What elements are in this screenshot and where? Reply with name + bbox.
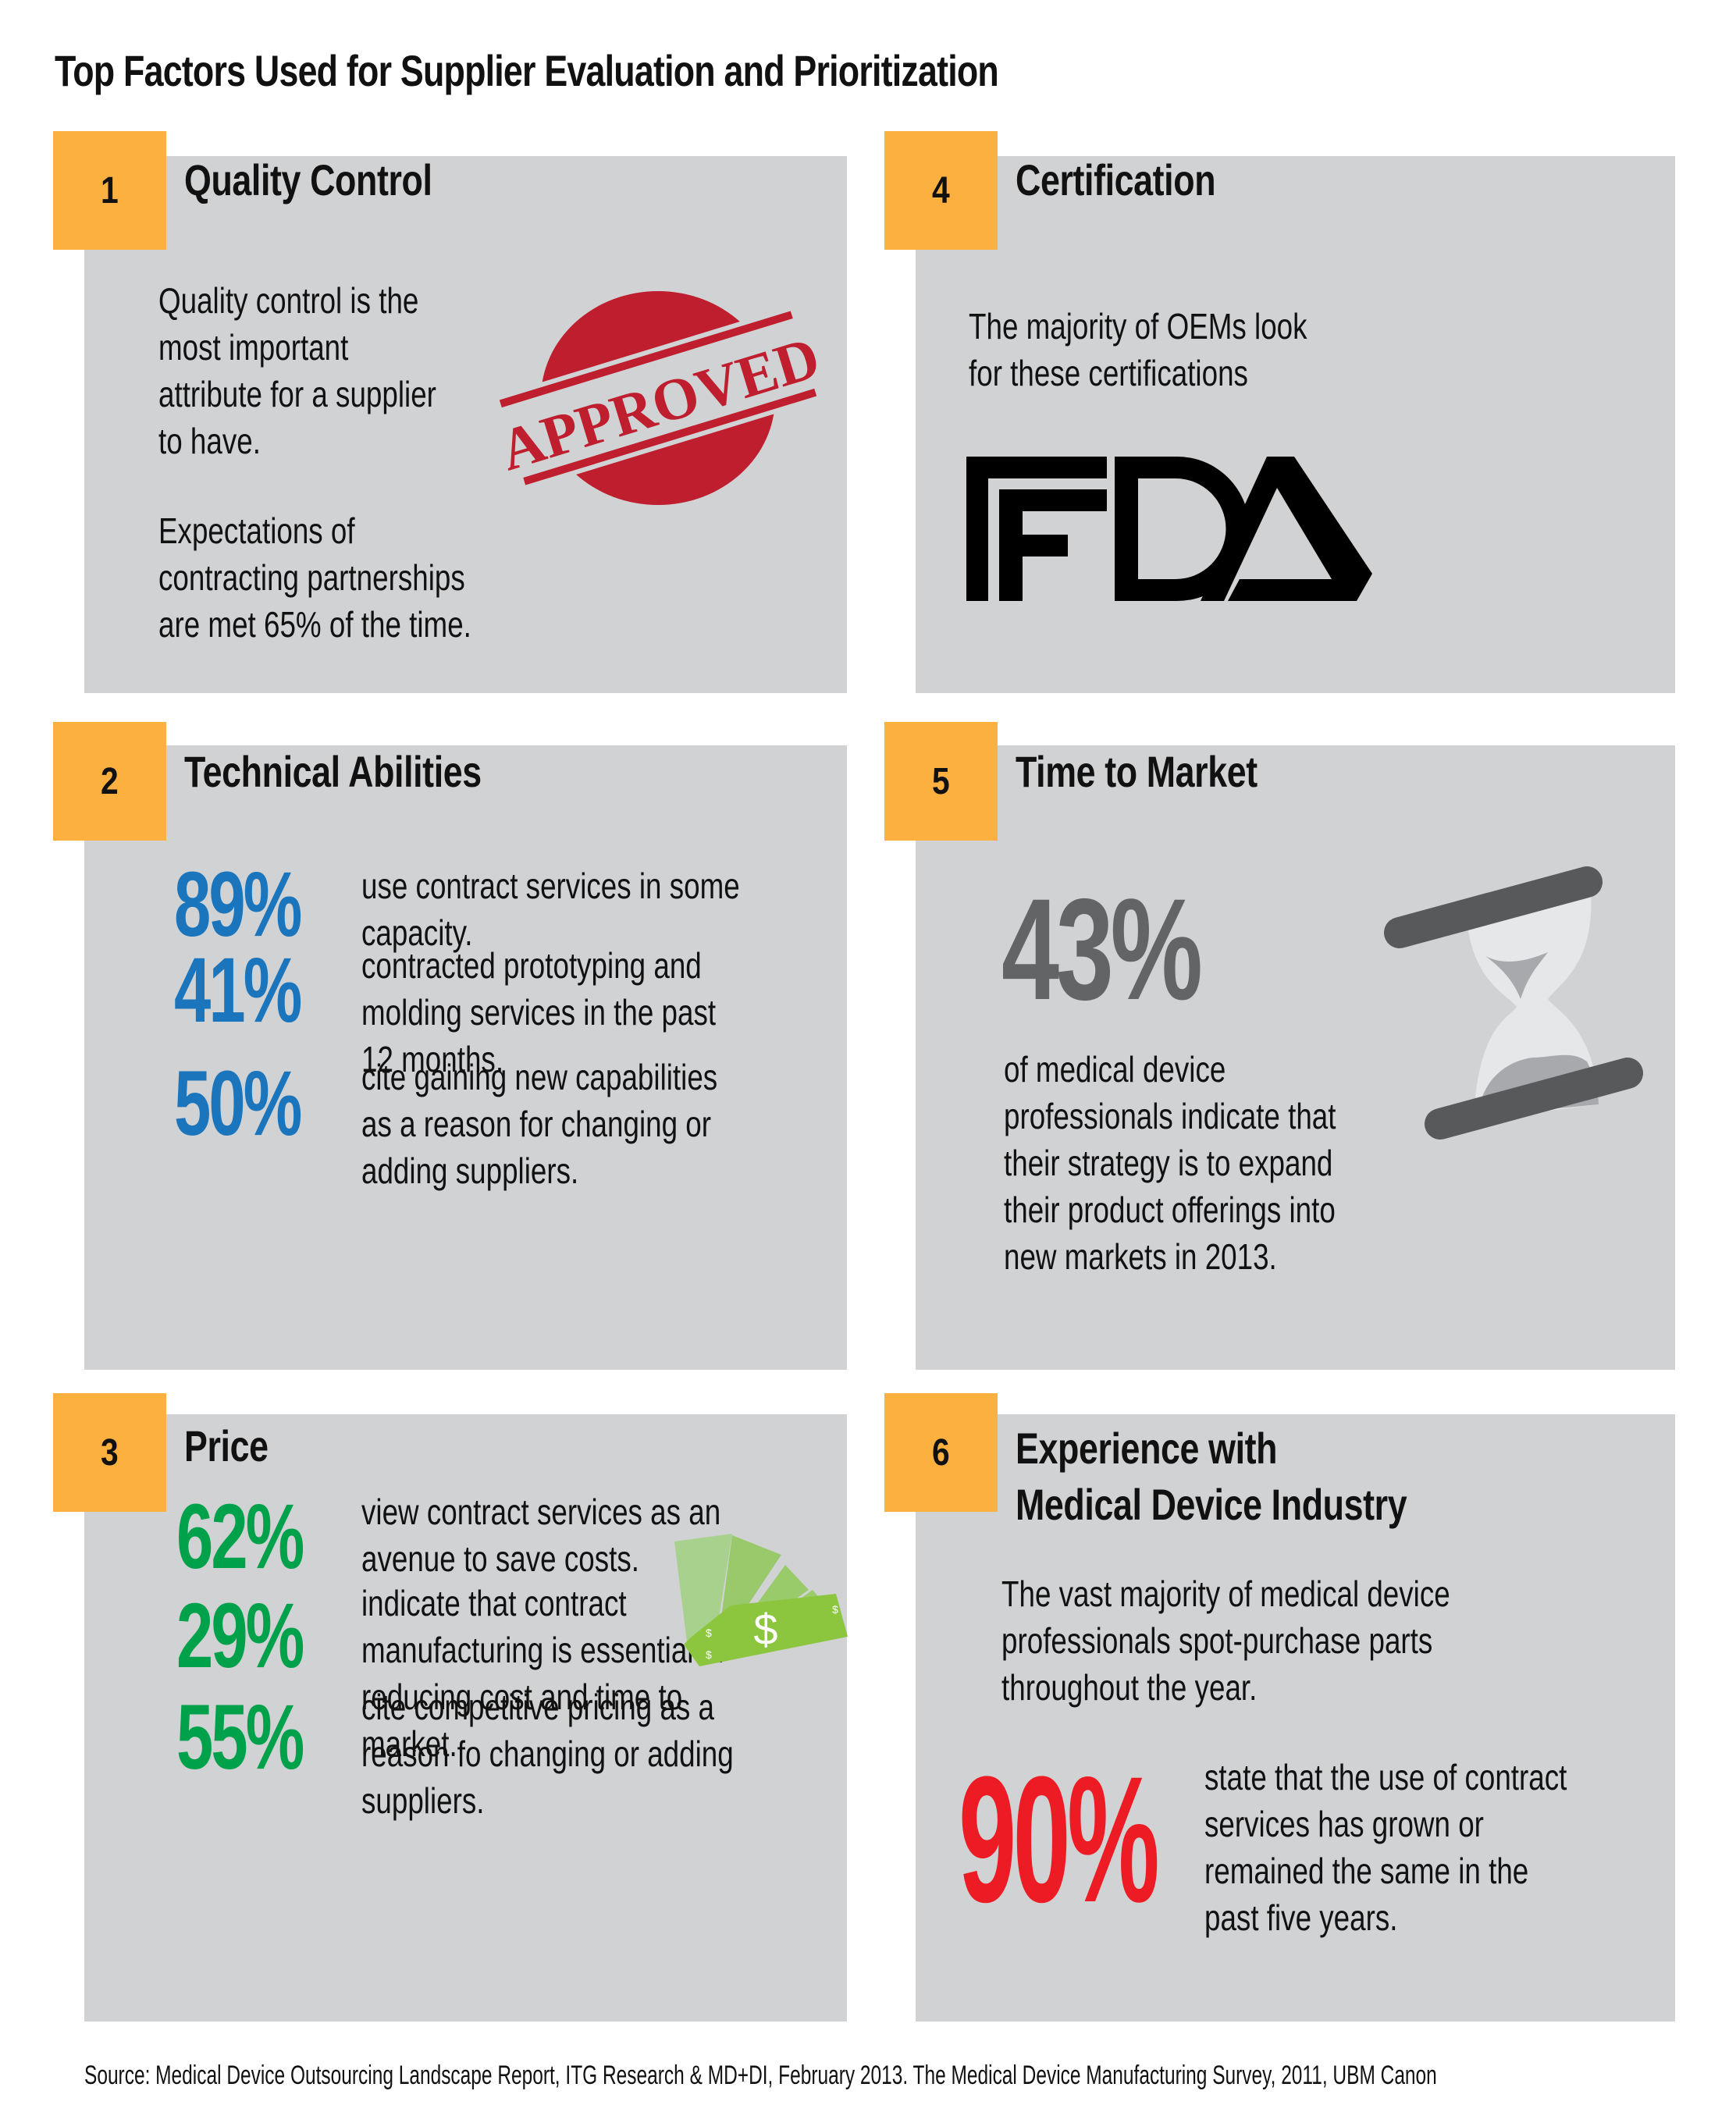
factor-panel-certification: Certification The majority of OEMs look …	[916, 155, 1675, 693]
stat-value: 43%	[1001, 869, 1203, 1030]
panel-title: Certification	[1016, 155, 1216, 204]
factor-panel-time-to-market: Time to Market 43% of medical device pro…	[916, 745, 1675, 1370]
panel-title: Time to Market	[1016, 747, 1258, 796]
factor-number-badge: 1	[53, 131, 166, 250]
svg-text:$: $	[832, 1603, 838, 1616]
stat-description: use contract services in some capacity.	[361, 866, 740, 953]
stat-description: indicate that contract manufacturing is …	[361, 1583, 724, 1764]
factor-panel-experience: Experience with Medical Device Industry …	[916, 1414, 1675, 2021]
factor-panel-price: Price 62% view contract services as an a…	[84, 1414, 848, 2021]
stat-value: 41%	[174, 939, 302, 1042]
panel-paragraph: The vast majority of medical device prof…	[1001, 1573, 1450, 1708]
factor-number-badge: 3	[53, 1393, 166, 1512]
panel-title: Quality Control	[184, 155, 432, 204]
stat-description: cite competitive pricing as a reason fo …	[361, 1687, 734, 1821]
stat-value: 50%	[174, 1052, 302, 1155]
svg-text:$: $	[706, 1648, 712, 1661]
stat-description: state that the use of contract services …	[1204, 1757, 1567, 1938]
fda-logo-icon	[966, 457, 1372, 601]
factor-number-badge: 6	[884, 1393, 998, 1512]
page-title: Top Factors Used for Supplier Evaluation…	[55, 46, 999, 95]
money-bills-icon: $ $ $ $	[674, 1534, 848, 1666]
factor-panel-quality-control: Quality Control Quality control is the m…	[84, 155, 847, 693]
svg-text:$: $	[706, 1627, 712, 1639]
stat-value: 55%	[176, 1686, 304, 1789]
factor-number-badge: 5	[884, 722, 998, 841]
stat-value: 90%	[959, 1739, 1160, 1940]
panel-title: Experience with Medical Device Industry	[1016, 1424, 1407, 1529]
factor-number-badge: 4	[884, 131, 998, 250]
panel-title: Price	[184, 1421, 269, 1470]
stat-description: of medical device professionals indicate…	[1004, 1049, 1336, 1277]
panel-paragraph: Quality control is the most important at…	[158, 280, 436, 461]
svg-text:$: $	[753, 1605, 777, 1654]
stat-description: view contract services as an avenue to s…	[361, 1492, 721, 1579]
stat-value: 62%	[176, 1485, 304, 1588]
factor-panel-technical-abilities: Technical Abilities 89% use contract ser…	[84, 745, 847, 1370]
factor-number-badge: 2	[53, 722, 166, 841]
approved-stamp-icon: APPROVED	[493, 291, 827, 505]
stat-value: 89%	[174, 853, 302, 956]
source-citation: Source: Medical Device Outsourcing Lands…	[84, 2061, 1437, 2090]
panel-paragraph: Expectations of contracting partnerships…	[158, 510, 471, 645]
stat-value: 29%	[176, 1584, 304, 1687]
panel-paragraph: The majority of OEMs look for these cert…	[969, 306, 1307, 393]
panel-title: Technical Abilities	[184, 747, 482, 796]
hourglass-icon	[1384, 866, 1643, 1140]
stat-description: cite gaining new capabilities as a reaso…	[361, 1057, 718, 1191]
stat-description: contracted prototyping and molding servi…	[361, 945, 717, 1079]
